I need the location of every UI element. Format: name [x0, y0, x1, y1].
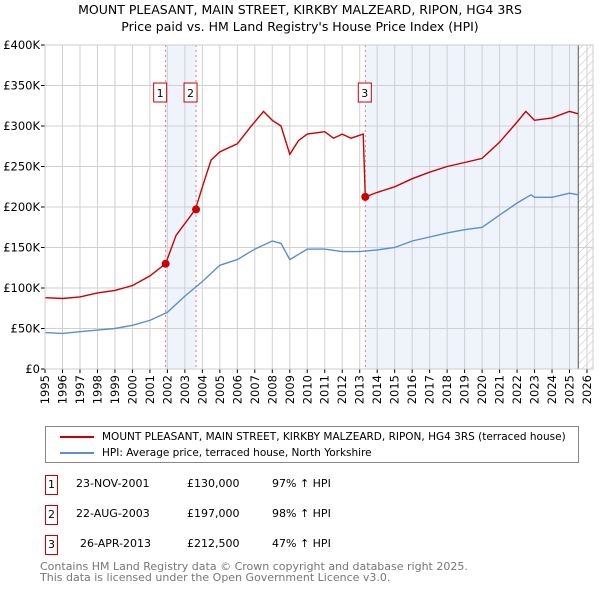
legend-label-hpi: HPI: Average price, terraced house, Nort… [102, 447, 372, 459]
x-tick-label: 2026 [580, 375, 594, 404]
x-tick-label: 2008 [265, 375, 279, 404]
sale-marker-box [153, 82, 168, 103]
y-tick-label: £400K [3, 38, 40, 52]
sale-row: 1 23-NOV-2001 £130,000 97% ↑ HPI [45, 475, 445, 495]
y-tick-label: £100K [3, 281, 40, 295]
footer-line-2: This data is licensed under the Open Gov… [40, 571, 391, 584]
x-tick-label: 2022 [510, 375, 524, 404]
sale-date: 26-APR-2013 [80, 537, 152, 550]
y-tick-label: £50K [11, 322, 41, 336]
x-tick-label: 1999 [108, 375, 122, 404]
legend-swatch-hpi [60, 452, 94, 454]
x-tick-label: 1998 [91, 375, 105, 404]
sale-marker-badge: 1 [45, 475, 58, 495]
x-tick-label: 2015 [388, 375, 402, 404]
property-price-series-line [44, 110, 579, 300]
sale-point [361, 192, 370, 201]
sale-point [161, 259, 170, 268]
sale-date: 23-NOV-2001 [76, 477, 150, 490]
chart-subtitle: Price paid vs. HM Land Registry's House … [121, 19, 479, 34]
legend: MOUNT PLEASANT, MAIN STREET, KIRKBY MALZ… [45, 426, 579, 463]
x-tick-label: 2021 [493, 375, 507, 404]
sale-marker-label: 3 [361, 87, 368, 100]
sale-marker-label: 1 [157, 87, 164, 100]
y-tick-label: £150K [3, 241, 40, 255]
legend-swatch-property [60, 436, 94, 438]
x-tick-label: 2014 [370, 375, 384, 404]
sale-hpi-change: 98% ↑ HPI [272, 507, 331, 520]
x-tick-label: 2019 [458, 375, 472, 404]
y-tick-label: £0 [25, 362, 40, 376]
y-tick-label: £200K [3, 200, 40, 214]
sale-point [192, 205, 201, 214]
y-tick-label: £250K [3, 160, 40, 174]
x-tick-label: 2020 [475, 375, 489, 404]
sale-marker-label: 2 [187, 87, 194, 100]
sale-marker-box [357, 82, 372, 103]
sale-price: £212,500 [187, 537, 240, 550]
x-tick-label: 2009 [283, 375, 297, 404]
x-tick-label: 2001 [143, 375, 157, 404]
y-tick-label: £350K [3, 79, 40, 93]
sale-date: 22-AUG-2003 [76, 507, 150, 520]
sale-price: £197,000 [187, 507, 240, 520]
x-tick-label: 2025 [563, 375, 577, 404]
x-tick-label: 1995 [38, 375, 52, 404]
sale-row: 2 22-AUG-2003 £197,000 98% ↑ HPI [45, 505, 445, 525]
x-tick-label: 2011 [318, 375, 332, 404]
sale-marker-badge: 3 [45, 535, 58, 555]
x-tick-label: 2002 [160, 375, 174, 404]
footer-line-1: Contains HM Land Registry data © Crown c… [40, 560, 468, 573]
chart-title: MOUNT PLEASANT, MAIN STREET, KIRKBY MALZ… [78, 2, 522, 17]
sale-marker-box [183, 82, 198, 103]
legend-label-property: MOUNT PLEASANT, MAIN STREET, KIRKBY MALZ… [102, 431, 566, 443]
x-tick-label: 2004 [195, 375, 209, 404]
sale-price: £130,000 [187, 477, 240, 490]
x-tick-label: 2017 [423, 375, 437, 404]
x-tick-label: 2006 [230, 375, 244, 404]
x-tick-label: 2013 [353, 375, 367, 404]
x-tick-label: 2024 [545, 375, 559, 404]
plot-area: 1995 1996 1997 1998 1999 2000 2001 2002 2003 2004… [3, 38, 594, 404]
sale-hpi-change: 47% ↑ HPI [272, 537, 331, 550]
plot-border [44, 44, 594, 370]
x-tick-label: 1997 [73, 375, 87, 404]
sale-marker-badge: 2 [45, 505, 58, 525]
sale-row: 3 26-APR-2013 £212,500 47% ↑ HPI [45, 535, 445, 555]
sale-hpi-change: 97% ↑ HPI [272, 477, 331, 490]
y-tick-label: £300K [3, 119, 40, 133]
x-tick-label: 2016 [405, 375, 419, 404]
x-tick-label: 2000 [125, 375, 139, 404]
x-tick-label: 2023 [528, 375, 542, 404]
x-tick-label: 2010 [300, 375, 314, 404]
x-tick-label: 2018 [440, 375, 454, 404]
x-tick-label: 2007 [248, 375, 262, 404]
x-tick-label: 2012 [335, 375, 349, 404]
hpi-series-line [44, 192, 579, 335]
x-tick-label: 2005 [213, 375, 227, 404]
x-tick-label: 1996 [56, 375, 70, 404]
footer: Contains HM Land Registry data © Crown c… [40, 561, 468, 583]
x-tick-label: 2003 [178, 375, 192, 404]
